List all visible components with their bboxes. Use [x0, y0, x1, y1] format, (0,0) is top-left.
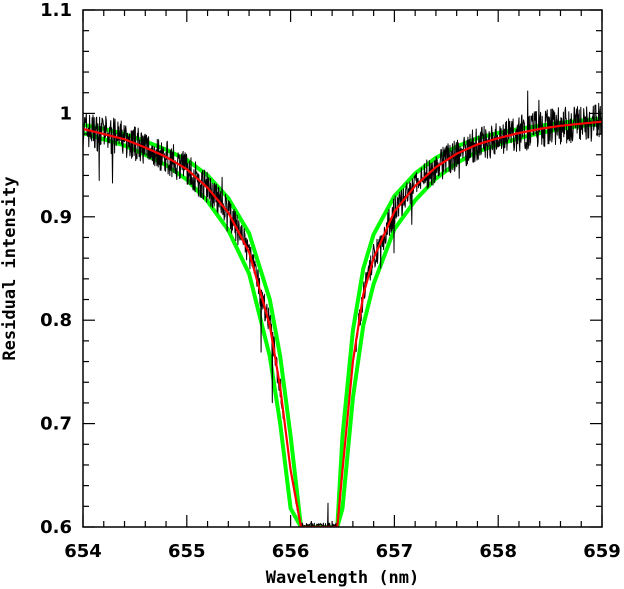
y-tick-label: 0.7 — [40, 414, 72, 435]
model-fit-line — [83, 120, 602, 527]
x-tick-label: 658 — [479, 541, 517, 562]
x-axis-label: Wavelength (nm) — [266, 568, 420, 588]
y-tick-label: 0.6 — [40, 517, 72, 538]
y-tick-label: 0.9 — [40, 207, 72, 228]
x-tick-label: 657 — [376, 541, 414, 562]
x-tick-label: 654 — [64, 541, 102, 562]
plot-area — [83, 90, 602, 527]
y-tick-label: 1 — [59, 103, 72, 124]
y-tick-label: 1.1 — [40, 0, 72, 21]
x-tick-label: 655 — [168, 541, 206, 562]
x-tick-label: 656 — [272, 541, 310, 562]
plot-frame — [82, 9, 603, 528]
x-tick-label: 659 — [583, 541, 621, 562]
y-tick-label: 0.8 — [40, 310, 72, 331]
ticks-layer: 654 655 656 657 658 659 0.6 0.7 0.8 0.9 1 1.1 — [40, 0, 621, 562]
series-layer — [83, 90, 602, 527]
y-axis-label: Residual intensity — [0, 176, 20, 360]
